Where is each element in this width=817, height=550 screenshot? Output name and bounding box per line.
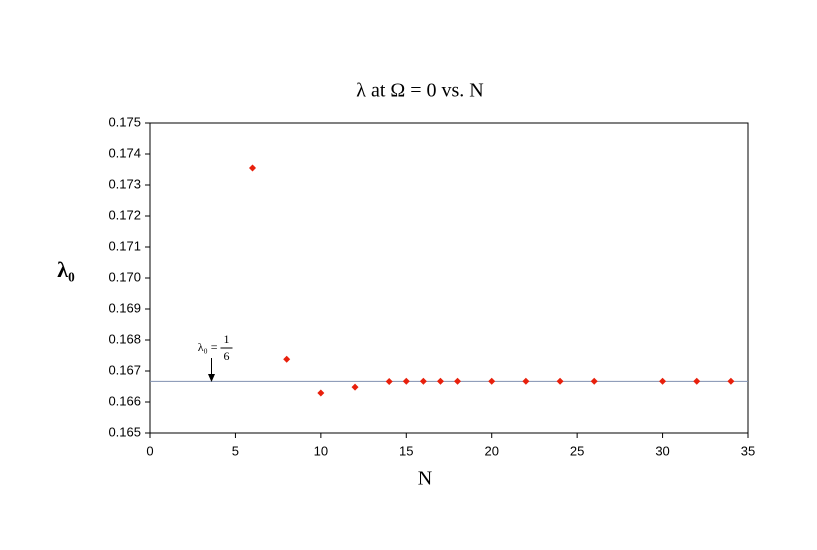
- x-tick-label: 15: [399, 443, 413, 458]
- point: [488, 377, 496, 385]
- point: [659, 377, 667, 385]
- x-tick-label: 20: [484, 443, 498, 458]
- x-axis-label: N: [418, 468, 432, 490]
- point: [590, 377, 598, 385]
- y-tick-label: 0.174: [108, 145, 141, 160]
- point: [556, 377, 564, 385]
- annotation-numerator: 1: [224, 332, 230, 346]
- x-tick-label: 35: [741, 443, 755, 458]
- x-tick-label: 30: [655, 443, 669, 458]
- y-tick-label: 0.170: [108, 269, 141, 284]
- point: [454, 377, 462, 385]
- annotation-denominator: 6: [224, 349, 230, 363]
- y-tick-label: 0.173: [108, 176, 141, 191]
- point: [436, 377, 444, 385]
- x-tick-label: 10: [314, 443, 328, 458]
- arrow-head: [208, 374, 216, 382]
- point: [249, 164, 257, 172]
- y-tick-label: 0.171: [108, 238, 141, 253]
- x-tick-label: 0: [146, 443, 153, 458]
- chart-title: λ at Ω = 0 vs. N: [356, 80, 484, 102]
- plot-area: [149, 122, 749, 434]
- point: [317, 389, 325, 397]
- point: [351, 383, 359, 391]
- point: [385, 378, 393, 386]
- y-tick-label: 0.167: [108, 362, 141, 377]
- y-tick-label: 0.172: [108, 207, 141, 222]
- point: [283, 355, 291, 363]
- point: [693, 377, 701, 385]
- y-tick-label: 0.168: [108, 331, 141, 346]
- x-tick-label: 5: [232, 443, 239, 458]
- annotation-lhs: λ₀ =: [198, 340, 218, 354]
- y-tick-label: 0.169: [108, 300, 141, 315]
- y-tick-label: 0.166: [108, 393, 141, 408]
- point: [727, 377, 735, 385]
- y-tick-label: 0.175: [108, 114, 141, 129]
- point: [402, 377, 410, 385]
- y-tick-label: 0.165: [108, 424, 141, 439]
- y-axis-label: λ₀: [57, 257, 75, 282]
- x-tick-label: 25: [570, 443, 584, 458]
- point: [522, 377, 530, 385]
- point: [419, 377, 427, 385]
